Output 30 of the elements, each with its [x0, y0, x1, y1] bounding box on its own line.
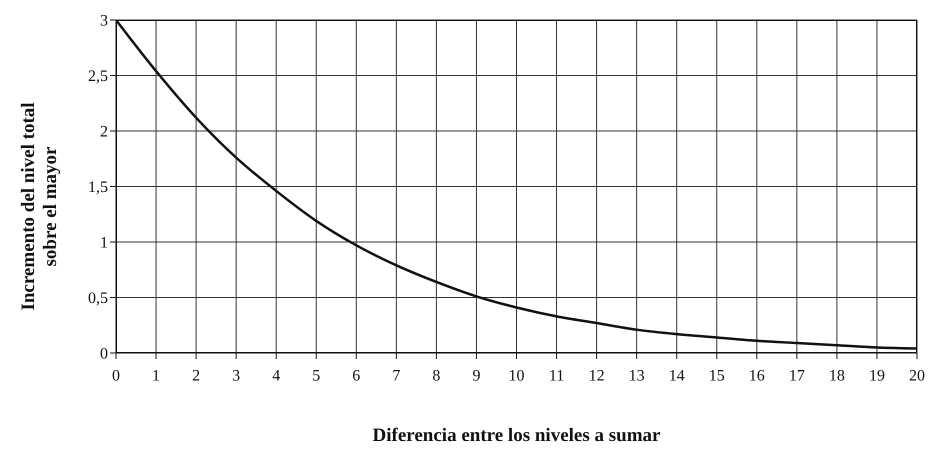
x-tick-label: 2 [192, 367, 200, 384]
x-tick-label: 7 [392, 367, 400, 384]
x-tick-label: 18 [828, 367, 845, 384]
y-tick-label: 1,5 [88, 179, 108, 196]
x-tick-label: 20 [909, 367, 925, 384]
y-tick-label: 3 [100, 12, 108, 30]
x-tick-label: 9 [472, 367, 480, 384]
y-tick-label: 2 [100, 124, 108, 141]
x-tick-label: 5 [312, 367, 320, 384]
x-tick-label: 11 [548, 367, 564, 384]
y-tick-label: 0 [100, 346, 108, 363]
x-tick-label: 15 [708, 367, 725, 384]
x-tick-label: 10 [508, 367, 524, 384]
y-axis-title: Incremento del nivel total sobre el mayor [18, 102, 61, 311]
x-tick-label: 19 [868, 367, 885, 384]
x-tick-label: 12 [588, 367, 605, 384]
y-tick-label: 2,5 [88, 68, 108, 86]
x-tick-label: 0 [112, 367, 120, 384]
x-axis-title: Diferencia entre los niveles a sumar [372, 425, 662, 447]
x-tick-label: 16 [748, 367, 765, 384]
x-tick-label: 13 [628, 367, 645, 384]
x-tick-label: 8 [432, 367, 440, 384]
y-tick-label: 0,5 [88, 290, 108, 308]
x-tick-label: 1 [152, 367, 160, 384]
x-tick-label: 14 [668, 367, 685, 384]
x-tick-label: 3 [232, 367, 240, 384]
x-tick-label: 6 [352, 367, 360, 384]
y-tick-label: 1 [100, 234, 108, 252]
x-tick-label: 17 [788, 367, 805, 384]
x-tick-label: 4 [272, 367, 280, 384]
